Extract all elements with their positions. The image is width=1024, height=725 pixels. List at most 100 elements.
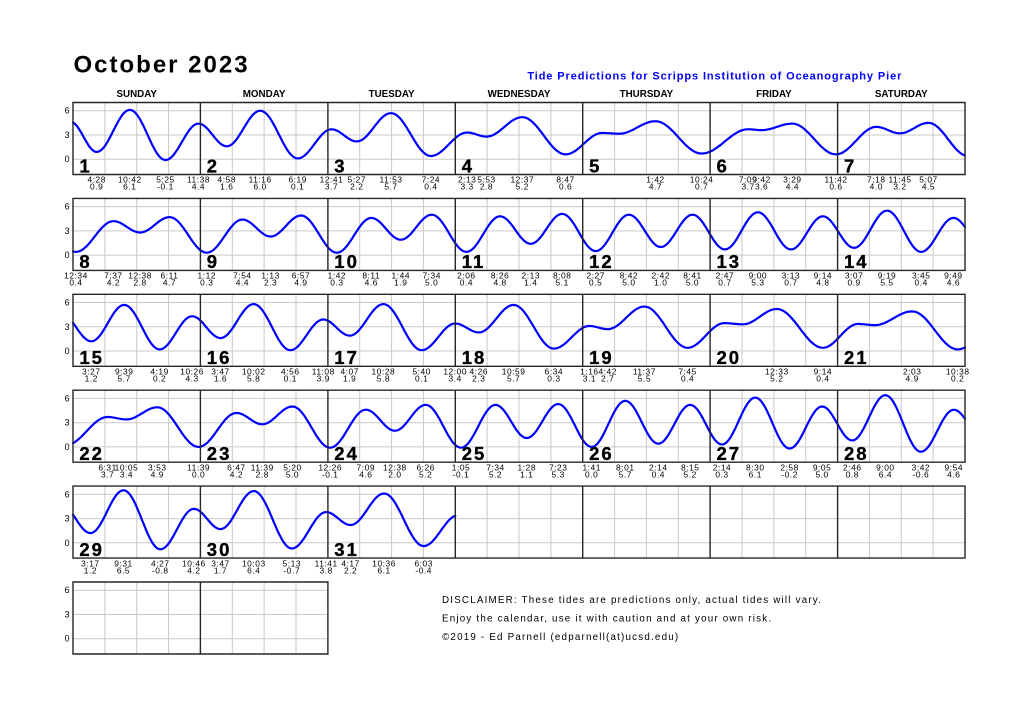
svg-text:3.7: 3.7 [325,182,338,192]
svg-text:3: 3 [65,514,70,524]
svg-text:11:53: 11:53 [379,175,402,185]
svg-text:16: 16 [207,347,232,368]
svg-text:15: 15 [79,347,104,368]
svg-text:9:14: 9:14 [814,271,833,281]
svg-text:5.7: 5.7 [619,469,632,479]
svg-text:0.7: 0.7 [695,182,708,192]
svg-text:5:40: 5:40 [412,367,431,377]
svg-text:2.8: 2.8 [256,469,269,479]
svg-text:4.6: 4.6 [359,469,372,479]
svg-text:3: 3 [65,610,70,620]
svg-text:11:39: 11:39 [187,462,210,472]
svg-text:5.0: 5.0 [286,469,299,479]
svg-text:7:34: 7:34 [486,462,505,472]
svg-text:6:03: 6:03 [414,558,433,568]
svg-text:12:41: 12:41 [320,175,344,185]
svg-text:9:00: 9:00 [876,462,895,472]
svg-text:0.6: 0.6 [559,182,572,192]
svg-text:21: 21 [844,347,869,368]
svg-text:5.2: 5.2 [770,374,783,384]
svg-text:4.9: 4.9 [294,278,307,288]
svg-text:0.4: 0.4 [816,374,829,384]
svg-text:-0.1: -0.1 [322,469,339,479]
svg-text:4.7: 4.7 [649,182,662,192]
svg-text:THURSDAY: THURSDAY [620,89,674,100]
svg-text:1.9: 1.9 [343,374,356,384]
svg-text:1.9: 1.9 [394,278,407,288]
svg-text:2.0: 2.0 [388,469,401,479]
svg-text:5:20: 5:20 [283,462,302,472]
svg-text:MONDAY: MONDAY [243,89,286,100]
svg-text:0.6: 0.6 [829,182,842,192]
svg-text:6: 6 [65,106,70,116]
svg-text:0.9: 0.9 [847,278,860,288]
svg-text:6:26: 6:26 [416,462,435,472]
svg-text:6:34: 6:34 [545,367,564,377]
svg-text:9:54: 9:54 [945,462,964,472]
svg-text:5.2: 5.2 [684,469,697,479]
svg-text:3.4: 3.4 [120,469,133,479]
svg-text:29: 29 [79,539,104,560]
svg-text:7:37: 7:37 [104,271,123,281]
svg-text:27: 27 [717,443,742,464]
svg-text:13: 13 [717,251,742,272]
svg-text:-0.1: -0.1 [453,469,470,479]
svg-text:3.9: 3.9 [317,374,330,384]
svg-text:4:07: 4:07 [340,367,359,377]
svg-text:12:37: 12:37 [510,175,534,185]
svg-text:Enjoy the calendar, use it wit: Enjoy the calendar, use it with caution … [442,614,772,625]
svg-text:10:42: 10:42 [118,175,142,185]
svg-text:2.2: 2.2 [344,565,357,575]
svg-text:11:45: 11:45 [888,175,911,185]
svg-text:1.6: 1.6 [220,182,233,192]
svg-text:9:31: 9:31 [114,558,133,568]
svg-text:4.8: 4.8 [493,278,506,288]
svg-text:2:47: 2:47 [716,271,735,281]
svg-text:9: 9 [207,251,219,272]
svg-text:12:33: 12:33 [765,367,789,377]
svg-text:SUNDAY: SUNDAY [116,89,157,100]
svg-text:4.6: 4.6 [947,278,960,288]
svg-text:2.8: 2.8 [133,278,146,288]
svg-text:4.5: 4.5 [922,182,935,192]
svg-text:7:45: 7:45 [678,367,697,377]
svg-text:7:09: 7:09 [739,175,758,185]
svg-text:9:49: 9:49 [944,271,963,281]
svg-text:10:38: 10:38 [946,367,970,377]
svg-text:8:47: 8:47 [556,175,575,185]
svg-text:0.4: 0.4 [915,278,928,288]
svg-text:1: 1 [79,155,91,176]
svg-text:11:42: 11:42 [824,175,847,185]
svg-text:0.4: 0.4 [460,278,473,288]
svg-text:22: 22 [79,443,104,464]
svg-text:6: 6 [65,489,70,499]
svg-text:10:24: 10:24 [690,175,714,185]
svg-text:0.5: 0.5 [589,278,602,288]
svg-text:2: 2 [207,155,219,176]
svg-text:6.1: 6.1 [749,469,762,479]
svg-text:20: 20 [717,347,742,368]
svg-text:4:58: 4:58 [218,175,237,185]
svg-text:5:13: 5:13 [283,558,302,568]
svg-text:5:27: 5:27 [348,175,367,185]
svg-text:October 2023: October 2023 [74,52,250,79]
svg-text:4:42: 4:42 [598,367,617,377]
svg-text:6:31: 6:31 [98,462,117,472]
svg-text:9:42: 9:42 [752,175,771,185]
svg-text:5.3: 5.3 [552,469,565,479]
svg-text:3.1: 3.1 [583,374,596,384]
svg-text:7:18: 7:18 [867,175,886,185]
svg-text:9:14: 9:14 [814,367,833,377]
svg-text:0.3: 0.3 [547,374,560,384]
svg-text:1:16: 1:16 [580,367,599,377]
svg-text:0.1: 0.1 [291,182,304,192]
svg-text:0.4: 0.4 [69,278,82,288]
svg-text:12: 12 [589,251,614,272]
svg-text:10:59: 10:59 [502,367,526,377]
svg-text:DISCLAIMER: These tides are pr: DISCLAIMER: These tides are predictions … [442,595,822,606]
svg-text:2:13: 2:13 [522,271,541,281]
svg-text:4: 4 [462,155,474,176]
svg-text:1.2: 1.2 [84,565,97,575]
svg-text:3: 3 [65,322,70,332]
svg-text:3.3: 3.3 [460,182,473,192]
